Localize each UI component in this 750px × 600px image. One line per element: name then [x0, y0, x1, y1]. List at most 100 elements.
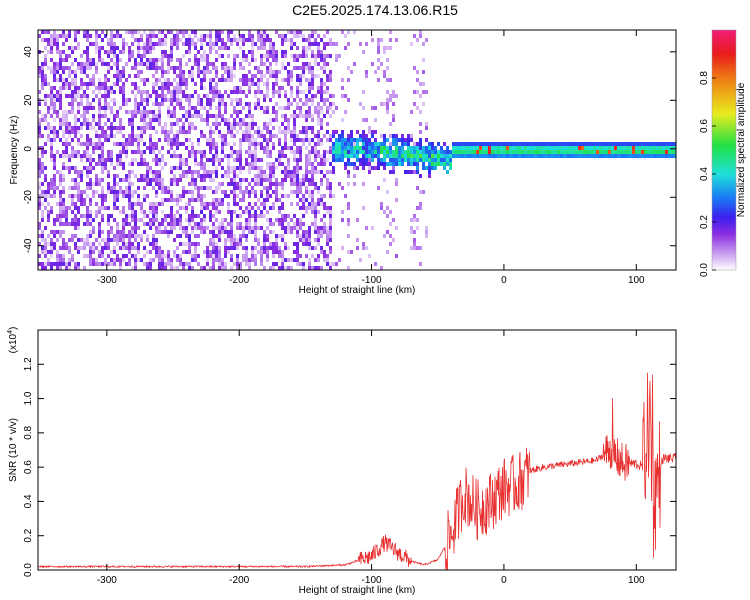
spectrogram-cell: [221, 150, 224, 154]
colorbar-tick-label: 0.6: [699, 119, 710, 133]
spectrogram-cell: [350, 130, 353, 134]
spectrogram-cell: [131, 266, 134, 270]
spectrogram-cell: [272, 206, 275, 210]
spectrogram-cell: [197, 74, 200, 78]
spectrogram-cell: [98, 50, 101, 54]
spectrogram-cell: [500, 150, 503, 154]
spectrogram-cell: [260, 34, 263, 38]
spectrogram-cell: [206, 34, 209, 38]
spectrogram-cell: [296, 222, 299, 226]
spectrogram-cell: [251, 206, 254, 210]
spectrogram-cell: [80, 194, 83, 198]
spectrogram-cell: [644, 146, 647, 150]
spectrogram-cell: [215, 50, 218, 54]
spectrogram-cell: [281, 34, 284, 38]
spectrogram-y-tick-label: 40: [23, 46, 34, 58]
spectrogram-cell: [626, 150, 629, 154]
spectrogram-cell: [275, 246, 278, 250]
spectrogram-cell: [269, 118, 272, 122]
spectrogram-cell: [326, 122, 329, 126]
spectrogram-cell: [185, 94, 188, 98]
spectrogram-cell: [161, 86, 164, 90]
spectrogram-cell: [470, 142, 473, 146]
spectrogram-cell: [314, 222, 317, 226]
spectrogram-cell: [182, 106, 185, 110]
spectrogram-cell: [191, 142, 194, 146]
spectrogram-cell: [248, 70, 251, 74]
spectrogram-cell: [158, 110, 161, 114]
spectrogram-cell: [323, 58, 326, 62]
spectrogram-cell: [209, 178, 212, 182]
spectrogram-cell: [299, 30, 302, 34]
spectrogram-cell: [158, 66, 161, 70]
spectrogram-cell: [173, 94, 176, 98]
spectrogram-cell: [143, 118, 146, 122]
spectrogram-cell: [188, 262, 191, 266]
spectrogram-cell: [338, 158, 341, 162]
spectrogram-cell: [413, 162, 416, 166]
spectrogram-cell: [191, 210, 194, 214]
spectrogram-cell: [173, 174, 176, 178]
spectrogram-cell: [173, 34, 176, 38]
spectrogram-cell: [38, 126, 41, 130]
spectrogram-cell: [527, 142, 530, 146]
spectrogram-cell: [68, 70, 71, 74]
spectrogram-cell: [284, 266, 287, 270]
spectrogram-cell: [38, 222, 41, 226]
spectrogram-cell: [134, 262, 137, 266]
spectrogram-cell: [68, 166, 71, 170]
spectrogram-cell: [347, 218, 350, 222]
spectrogram-cell: [53, 42, 56, 46]
spectrogram-cell: [635, 150, 638, 154]
spectrogram-cell: [371, 150, 374, 154]
spectrogram-cell: [131, 114, 134, 118]
spectrogram-cell: [536, 142, 539, 146]
spectrogram-cell: [284, 246, 287, 250]
spectrogram-cell: [302, 174, 305, 178]
spectrogram-cell: [317, 150, 320, 154]
spectrogram-cell: [191, 122, 194, 126]
spectrogram-cell: [62, 242, 65, 246]
spectrogram-cell: [425, 234, 428, 238]
spectrogram-cell: [254, 162, 257, 166]
spectrogram-cell: [122, 242, 125, 246]
spectrogram-cell: [257, 102, 260, 106]
spectrogram-cell: [155, 70, 158, 74]
spectrogram-cell: [86, 122, 89, 126]
spectrogram-cell: [47, 50, 50, 54]
spectrogram-cell: [161, 154, 164, 158]
spectrogram-cell: [389, 210, 392, 214]
spectrogram-cell: [296, 186, 299, 190]
spectrogram-cell: [47, 242, 50, 246]
spectrogram-cell: [146, 262, 149, 266]
spectrogram-cell: [194, 34, 197, 38]
colorbar-tick-label: 0.4: [699, 167, 710, 181]
spectrogram-cell: [179, 206, 182, 210]
spectrogram-cell: [329, 226, 332, 230]
spectrogram-cell: [272, 70, 275, 74]
spectrogram-cell: [134, 190, 137, 194]
spectrogram-cell: [155, 90, 158, 94]
spectrogram-cell: [206, 70, 209, 74]
spectrogram-cell: [257, 206, 260, 210]
spectrogram-cell: [158, 226, 161, 230]
spectrogram-cell: [347, 142, 350, 146]
spectrogram-cell: [59, 86, 62, 90]
spectrogram-cell: [173, 198, 176, 202]
spectrogram-cell: [299, 254, 302, 258]
spectrogram-cell: [287, 162, 290, 166]
spectrogram-cell: [188, 190, 191, 194]
spectrogram-cell: [131, 42, 134, 46]
spectrogram-cell: [284, 138, 287, 142]
spectrogram-cell: [140, 178, 143, 182]
spectrogram-cell: [308, 62, 311, 66]
spectrogram-cell: [38, 202, 41, 206]
spectrogram-cell: [188, 266, 191, 270]
spectrogram-cell: [65, 138, 68, 142]
spectrogram-cell: [326, 130, 329, 134]
spectrogram-cell: [248, 102, 251, 106]
spectrogram-cell: [212, 262, 215, 266]
spectrogram-cell: [38, 206, 41, 210]
spectrogram-cell: [89, 162, 92, 166]
spectrogram-cell: [332, 154, 335, 158]
